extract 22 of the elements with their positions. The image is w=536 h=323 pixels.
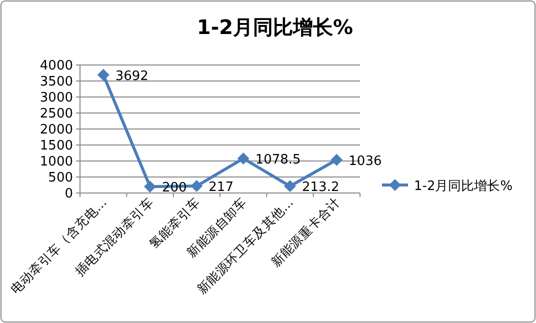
y-tick-label: 500 <box>48 170 73 186</box>
y-tick-label: 3500 <box>40 74 73 90</box>
y-tick-label: 3000 <box>40 90 73 106</box>
point <box>237 152 250 164</box>
data-label: 3692 <box>115 68 148 84</box>
y-tick-label: 1500 <box>40 138 73 154</box>
point <box>190 180 203 192</box>
point <box>330 154 343 166</box>
data-label: 1078.5 <box>255 152 301 168</box>
y-tick-label: 2000 <box>40 122 73 138</box>
point <box>97 68 110 81</box>
legend-label: 1-2月同比增长% <box>414 179 513 194</box>
y-tick-label: 4000 <box>40 58 73 74</box>
data-label: 213.2 <box>302 180 340 196</box>
y-tick-label: 0 <box>64 186 73 202</box>
y-tick-label: 2500 <box>40 106 73 122</box>
point <box>284 180 296 192</box>
y-tick-label: 1000 <box>40 154 73 170</box>
point <box>144 180 156 193</box>
data-label: 1036 <box>348 154 382 169</box>
chart-title: 1-2月同比增长% <box>196 15 354 39</box>
data-label: 217 <box>208 180 234 196</box>
